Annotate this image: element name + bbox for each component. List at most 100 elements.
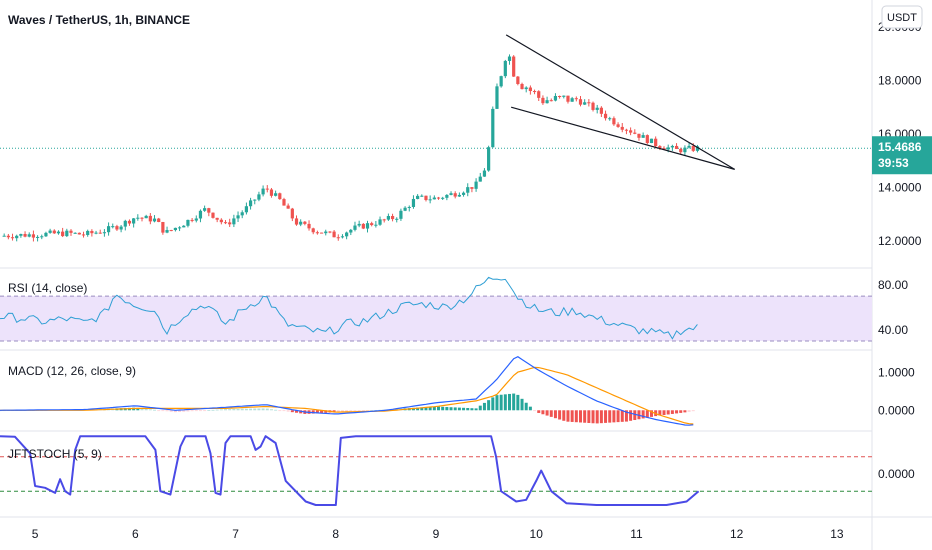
- macd-histogram-bar: [290, 410, 294, 413]
- bar-countdown: 39:53: [878, 156, 909, 170]
- candle-body: [532, 91, 537, 93]
- macd-histogram-bar: [570, 410, 574, 422]
- candle-body: [679, 148, 683, 153]
- axis-labels-layer: 20.000018.000016.000014.000012.000080.00…: [32, 20, 922, 541]
- macd-histogram-bar: [512, 393, 516, 411]
- currency-label: USDT: [887, 12, 917, 24]
- candle-body: [161, 222, 165, 233]
- candle-body: [583, 102, 587, 105]
- macd-histogram-bar: [457, 407, 461, 411]
- candle-body: [319, 232, 324, 234]
- macd-histogram-bar: [608, 410, 612, 423]
- candle-body: [315, 232, 319, 234]
- candle-body: [453, 193, 457, 197]
- macd-histogram-bar: [612, 410, 616, 423]
- macd-histogram-bar: [345, 410, 349, 412]
- candle-body: [177, 227, 182, 229]
- macd-histogram-bar: [524, 402, 528, 411]
- candle-body: [474, 181, 478, 189]
- candle-body: [633, 132, 637, 134]
- time-tick-label: 8: [332, 527, 339, 541]
- candle-body: [77, 232, 81, 235]
- candle-body: [674, 145, 679, 149]
- macd-histogram-bar: [574, 410, 578, 423]
- macd-histogram-bar: [315, 410, 319, 414]
- candle-body: [386, 215, 390, 220]
- macd-histogram-bar: [508, 393, 512, 411]
- macd-histogram-bar: [295, 410, 299, 413]
- macd-label[interactable]: MACD (12, 26, close, 9): [8, 364, 136, 378]
- candle-body: [15, 235, 19, 239]
- macd-histogram-bar: [566, 410, 570, 422]
- macd-histogram-bar: [361, 410, 365, 412]
- candle-body: [228, 222, 232, 225]
- rsi-line: [0, 276, 698, 340]
- candle-body: [516, 76, 520, 84]
- candle-body: [349, 229, 353, 233]
- time-tick-label: 6: [132, 527, 139, 541]
- candle-body: [194, 218, 198, 221]
- macd-histogram-bar: [482, 402, 486, 411]
- currency-badge[interactable]: [881, 5, 923, 29]
- candle-body: [165, 230, 169, 233]
- macd-histogram-bar: [136, 407, 140, 411]
- candle-body: [608, 118, 612, 120]
- candle-body: [303, 221, 307, 224]
- macd-histogram-bar: [144, 408, 148, 411]
- candle-body: [69, 230, 73, 233]
- macd-histogram-bar: [140, 408, 144, 411]
- macd-histogram-bar: [633, 410, 637, 421]
- candle-body: [570, 98, 574, 102]
- macd-histogram-bar: [624, 410, 628, 422]
- candle-body: [278, 193, 282, 200]
- symbol-title[interactable]: Waves / TetherUS, 1h, BINANCE: [8, 13, 190, 27]
- macd-histogram-bar: [153, 409, 157, 411]
- macd-histogram-bar: [186, 410, 190, 412]
- candle-body: [90, 230, 94, 234]
- last-price-value: 15.4686: [878, 140, 922, 154]
- macd-histogram-bar: [533, 410, 537, 412]
- candle-body: [545, 100, 549, 104]
- candle-body: [240, 212, 244, 216]
- stoch-label[interactable]: JFTSTOCH (5, 9): [8, 447, 102, 461]
- candle-body: [683, 147, 687, 153]
- macd-histogram-bar: [211, 409, 215, 411]
- candle-body: [524, 87, 528, 90]
- macd-histogram-bar: [299, 410, 303, 414]
- candle-body: [445, 194, 449, 198]
- macd-histogram-bar: [604, 410, 608, 423]
- macd-histogram-bar: [583, 410, 587, 423]
- candle-body: [10, 237, 15, 239]
- candle-body: [86, 230, 90, 235]
- macd-histogram-bar: [370, 410, 374, 412]
- macd-histogram-bar: [537, 410, 541, 413]
- price-axis-area[interactable]: [872, 0, 932, 550]
- candle-body: [144, 215, 148, 219]
- macd-histogram-bar: [466, 408, 470, 411]
- candle-body: [432, 197, 436, 200]
- macd-histogram-bar: [178, 410, 182, 412]
- last-price-tag: [872, 136, 932, 175]
- candle-body: [495, 86, 499, 109]
- trendline: [511, 106, 735, 170]
- macd-histogram-bar: [462, 407, 466, 411]
- macd-histogram-bar: [587, 410, 591, 423]
- candle-body: [223, 222, 228, 224]
- macd-histogram-bar: [236, 408, 240, 411]
- candle-body: [123, 220, 127, 227]
- macd-histogram-bar: [332, 410, 336, 413]
- candle-body: [562, 95, 566, 97]
- candle-body: [81, 234, 86, 236]
- rsi-label[interactable]: RSI (14, close): [8, 281, 87, 295]
- candle-body: [645, 135, 649, 144]
- macd-histogram-bar: [441, 406, 445, 411]
- candle-body: [111, 226, 115, 228]
- candle-body: [691, 145, 695, 151]
- macd-histogram-bar: [687, 410, 691, 412]
- macd-histogram-bar: [420, 407, 424, 411]
- macd-histogram-bar: [366, 410, 370, 412]
- candle-body: [370, 223, 374, 226]
- candle-body: [345, 232, 349, 237]
- macd-histogram-bar: [487, 400, 491, 411]
